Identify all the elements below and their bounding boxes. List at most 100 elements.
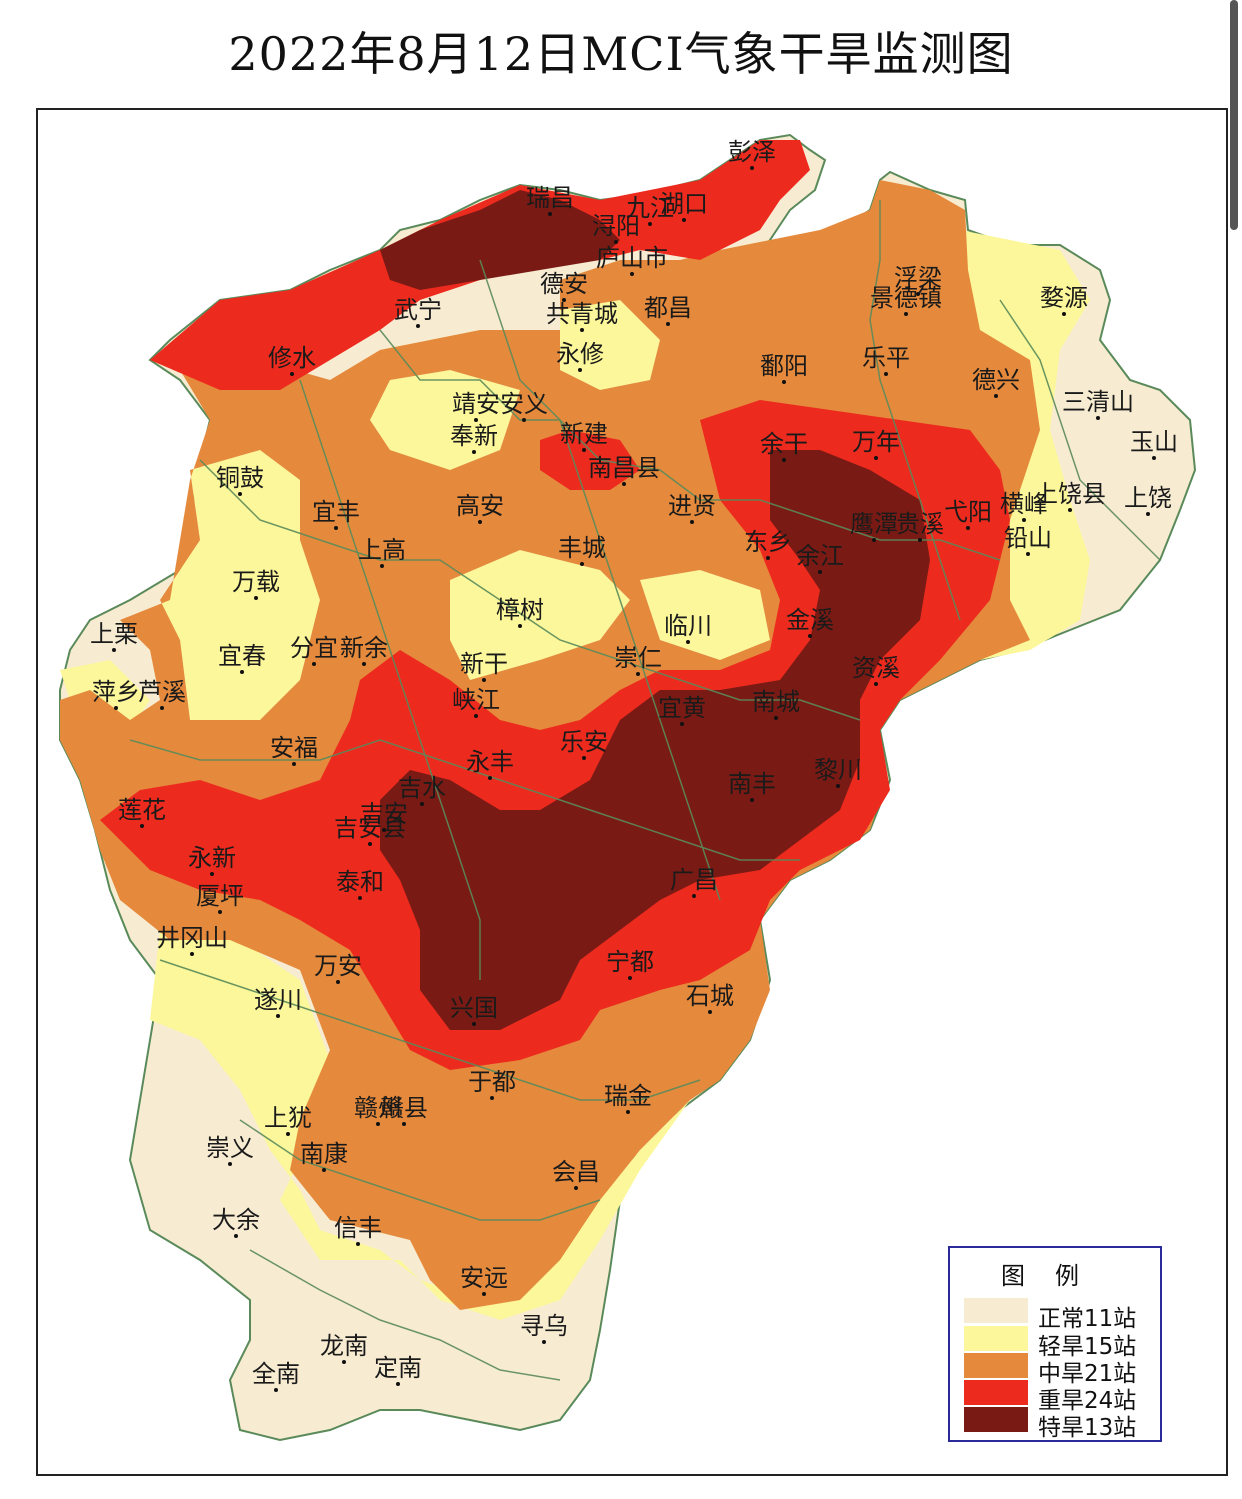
legend-swatch [964, 1380, 1028, 1405]
city-label: 都昌 [644, 296, 692, 326]
station-dot [376, 1122, 380, 1126]
station-dot [482, 1292, 486, 1296]
city-label: 乐平 [862, 346, 910, 376]
city-label: 东乡 [744, 530, 792, 560]
city-label: 共青城 [546, 302, 618, 332]
city-label: 横峰 [1000, 492, 1048, 522]
station-dot [648, 222, 652, 226]
legend-label: 特旱13站 [1038, 1415, 1137, 1441]
station-dot [874, 456, 878, 460]
city-label: 遂川 [254, 988, 302, 1018]
station-dot [782, 458, 786, 462]
station-dot [1152, 456, 1156, 460]
station-dot [582, 756, 586, 760]
station-dot [238, 492, 242, 496]
legend-item: 中旱21站 [964, 1353, 1154, 1387]
city-label: 吉安县 [334, 816, 406, 846]
station-dot [358, 896, 362, 900]
station-dot [818, 570, 822, 574]
city-label: 瑞昌 [526, 186, 574, 216]
station-dot [966, 526, 970, 530]
station-dot [362, 662, 366, 666]
station-dot [626, 1110, 630, 1114]
legend-swatch [964, 1298, 1028, 1323]
legend-label: 重旱24站 [1038, 1388, 1137, 1414]
station-dot [580, 562, 584, 566]
city-label: 崇义 [206, 1136, 254, 1166]
station-dot [210, 872, 214, 876]
city-label: 万载 [232, 570, 280, 600]
city-label: 南城 [752, 690, 800, 720]
city-label: 德安 [540, 272, 588, 302]
station-dot [356, 1242, 360, 1246]
city-label: 信丰 [334, 1216, 382, 1246]
station-dot [290, 372, 294, 376]
city-label: 武宁 [394, 298, 442, 328]
station-dot [402, 1122, 406, 1126]
map-frame [36, 108, 1228, 1476]
city-label: 吉安 [360, 802, 408, 832]
station-dot [322, 1168, 326, 1172]
station-dot [682, 218, 686, 222]
station-dot [396, 1382, 400, 1386]
station-dot [420, 802, 424, 806]
city-label: 永新 [188, 846, 236, 876]
city-label: 宜春 [218, 644, 266, 674]
station-dot [228, 1162, 232, 1166]
scrollbar[interactable] [1230, 0, 1238, 230]
station-dot [140, 824, 144, 828]
city-label: 崇仁 [614, 646, 662, 676]
station-dot [904, 312, 908, 316]
city-label: 乐安 [560, 730, 608, 760]
station-dot [808, 634, 812, 638]
station-dot [562, 298, 566, 302]
station-dot [490, 1096, 494, 1100]
city-label: 宁都 [606, 950, 654, 980]
city-label: 永丰 [466, 750, 514, 780]
station-dot [574, 1186, 578, 1190]
city-label: 三清山 [1062, 390, 1134, 420]
map-legend: 图例 正常11站 轻旱15站 中旱21站 重旱24站 特旱13站 [948, 1246, 1162, 1442]
station-dot [686, 640, 690, 644]
city-label: 奉新 [450, 424, 498, 454]
city-label: 庐山市 [596, 246, 668, 276]
station-dot [630, 272, 634, 276]
city-label: 赣州 [354, 1096, 402, 1126]
city-label: 余江 [796, 544, 844, 574]
station-dot [872, 538, 876, 542]
city-label: 余干 [760, 432, 808, 462]
city-label: 修水 [268, 346, 316, 376]
city-label: 资溪 [852, 656, 900, 686]
station-dot [766, 556, 770, 560]
station-dot [1146, 512, 1150, 516]
station-dot [690, 520, 694, 524]
city-label: 安义 [500, 392, 548, 422]
station-dot [1026, 552, 1030, 556]
station-dot [874, 682, 878, 686]
station-dot [622, 482, 626, 486]
station-dot [482, 678, 486, 682]
city-label: 井冈山 [156, 926, 228, 956]
city-label: 上犹 [264, 1106, 312, 1136]
map-title: 2022年8月12日MCI气象干旱监测图 [228, 27, 1014, 81]
station-dot [190, 952, 194, 956]
station-dot [114, 706, 118, 710]
city-label: 德兴 [972, 368, 1020, 398]
station-dot [312, 662, 316, 666]
station-dot [666, 322, 670, 326]
legend-item: 轻旱15站 [964, 1326, 1154, 1360]
station-dot [692, 894, 696, 898]
city-label: 湖口 [660, 192, 708, 222]
station-dot [836, 784, 840, 788]
legend-swatch [964, 1326, 1028, 1351]
city-label: 萍乡 [92, 680, 140, 710]
station-dot [580, 328, 584, 332]
legend-item: 重旱24站 [964, 1380, 1154, 1414]
station-dot [286, 1132, 290, 1136]
station-dot [782, 380, 786, 384]
station-dot [336, 980, 340, 984]
city-label: 上饶县 [1034, 482, 1106, 512]
station-dot [542, 1340, 546, 1344]
station-dot [276, 1014, 280, 1018]
station-dot [368, 842, 372, 846]
